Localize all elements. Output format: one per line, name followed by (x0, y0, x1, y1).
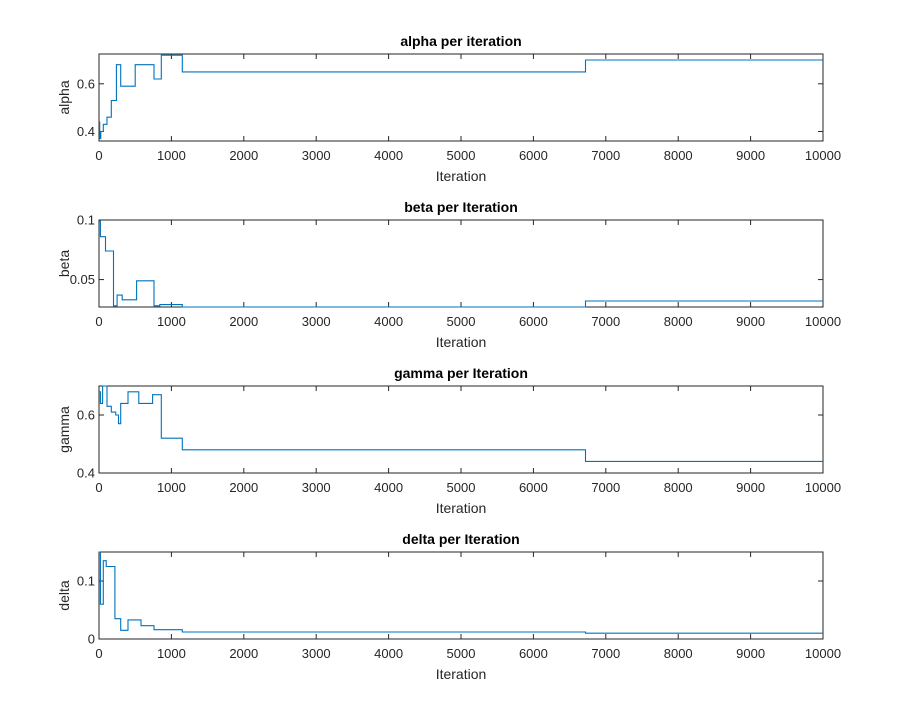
y-axis-label: gamma (56, 406, 72, 453)
x-axis-label: Iteration (436, 500, 487, 516)
x-tick-label: 6000 (519, 314, 548, 329)
x-tick-label: 2000 (229, 646, 258, 661)
x-tick-label: 4000 (374, 148, 403, 163)
x-tick-label: 9000 (736, 646, 765, 661)
x-tick-label: 3000 (302, 480, 331, 495)
x-tick-label: 2000 (229, 148, 258, 163)
x-tick-label: 0 (95, 148, 102, 163)
series-line (99, 54, 823, 140)
y-axis-label: delta (56, 580, 72, 611)
subplot-1: 0 1000 2000 3000 4000 5000 6000 7000 8000 9000 100… (56, 33, 841, 184)
series-line (99, 385, 823, 462)
x-tick-label: 0 (95, 314, 102, 329)
x-tick-label: 9000 (736, 148, 765, 163)
y-tick-label: 0.1 (77, 213, 95, 228)
y-tick-label: 0.4 (77, 124, 95, 139)
x-tick-label: 10000 (805, 646, 841, 661)
x-tick-label: 8000 (664, 480, 693, 495)
y-tick-label: 0.05 (70, 272, 95, 287)
y-tick-label: 0.6 (77, 408, 95, 423)
x-tick-label: 3000 (302, 314, 331, 329)
x-tick-label: 10000 (805, 148, 841, 163)
x-tick-label: 3000 (302, 148, 331, 163)
series-line (99, 220, 823, 308)
y-axis-label: alpha (56, 80, 72, 114)
x-axis-label: Iteration (436, 666, 487, 682)
chart-title: alpha per iteration (400, 33, 521, 49)
x-tick-label: 5000 (447, 480, 476, 495)
subplot-4: 0 1000 2000 3000 4000 5000 6000 7000 8000 9000 100… (56, 531, 841, 682)
x-tick-label: 5000 (447, 646, 476, 661)
x-tick-label: 7000 (591, 646, 620, 661)
x-tick-label: 2000 (229, 480, 258, 495)
y-tick-label: 0.1 (77, 574, 95, 589)
x-tick-label: 6000 (519, 148, 548, 163)
plot-area (98, 219, 824, 308)
x-tick-label: 10000 (805, 480, 841, 495)
x-tick-label: 3000 (302, 646, 331, 661)
x-tick-label: 0 (95, 480, 102, 495)
x-tick-label: 8000 (664, 314, 693, 329)
x-tick-label: 7000 (591, 480, 620, 495)
x-tick-label: 5000 (447, 314, 476, 329)
x-tick-label: 1000 (157, 148, 186, 163)
plot-area (98, 53, 824, 142)
x-tick-label: 10000 (805, 314, 841, 329)
y-tick-label: 0.6 (77, 76, 95, 91)
x-tick-label: 1000 (157, 480, 186, 495)
y-tick-label: 0 (88, 632, 95, 647)
chart-title: beta per Iteration (404, 199, 518, 215)
x-tick-label: 4000 (374, 314, 403, 329)
x-tick-label: 9000 (736, 314, 765, 329)
x-tick-label: 1000 (157, 314, 186, 329)
x-tick-label: 7000 (591, 148, 620, 163)
x-tick-label: 8000 (664, 148, 693, 163)
x-tick-label: 6000 (519, 480, 548, 495)
chart-title: delta per Iteration (402, 531, 519, 547)
x-axis-label: Iteration (436, 334, 487, 350)
subplot-2: 0 1000 2000 3000 4000 5000 6000 7000 8000 9000 100… (56, 199, 841, 350)
x-tick-label: 1000 (157, 646, 186, 661)
subplot-3: 0 1000 2000 3000 4000 5000 6000 7000 8000 9000 100… (56, 365, 841, 516)
series-line (99, 551, 823, 634)
x-tick-label: 4000 (374, 480, 403, 495)
x-tick-label: 8000 (664, 646, 693, 661)
x-tick-label: 2000 (229, 314, 258, 329)
x-axis-label: Iteration (436, 168, 487, 184)
y-axis-label: beta (56, 250, 72, 277)
x-tick-label: 4000 (374, 646, 403, 661)
x-tick-label: 6000 (519, 646, 548, 661)
plot-area (98, 385, 824, 474)
x-tick-label: 9000 (736, 480, 765, 495)
x-tick-label: 7000 (591, 314, 620, 329)
x-tick-label: 0 (95, 646, 102, 661)
plot-area (98, 551, 824, 640)
chart-title: gamma per Iteration (394, 365, 528, 381)
y-tick-label: 0.4 (77, 466, 95, 481)
x-tick-label: 5000 (447, 148, 476, 163)
